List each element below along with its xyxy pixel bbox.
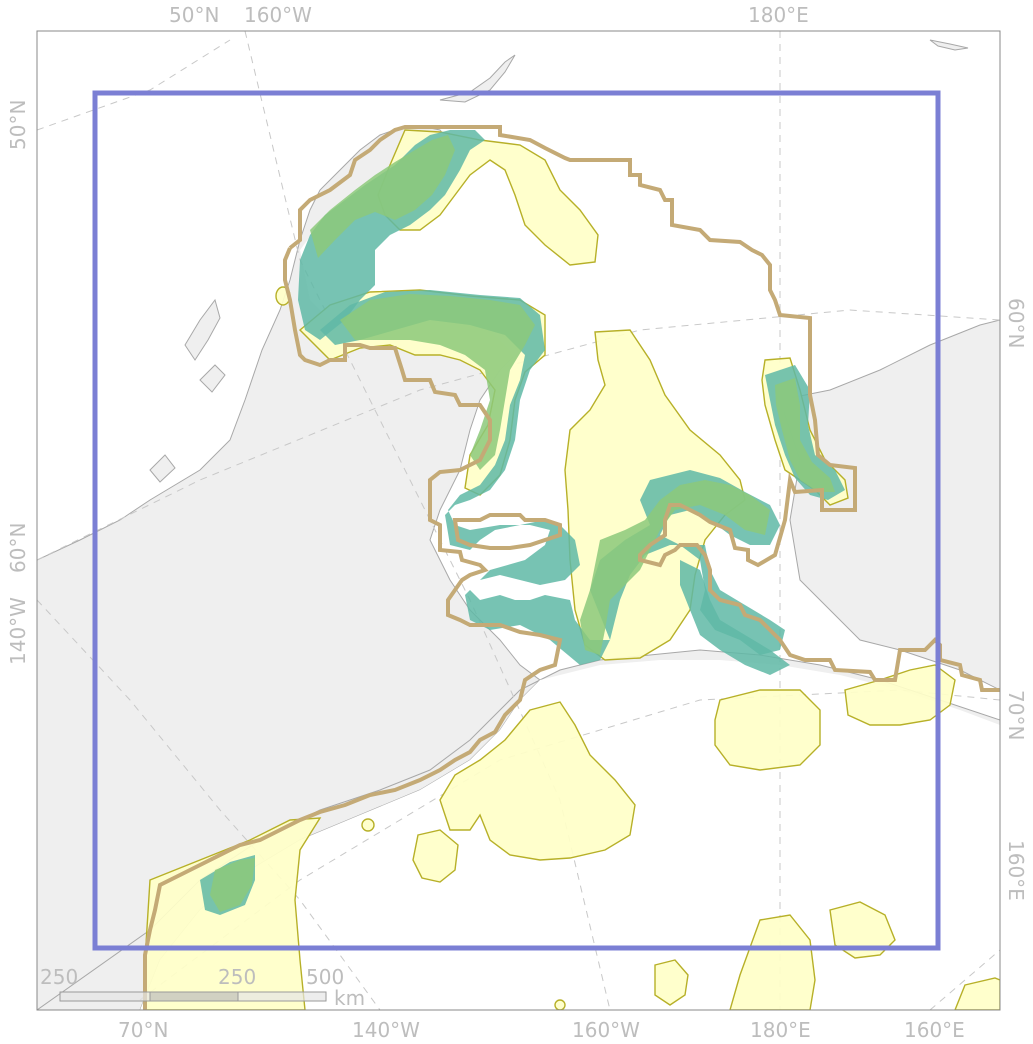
- scale-bar: 250 250 500 km: [40, 965, 365, 1010]
- archipelago-west: [149, 298, 226, 483]
- left-labels: 50°N 60°N 140°W: [6, 100, 30, 665]
- panel-border: [36, 30, 1001, 1011]
- right-label: 60°N: [1004, 298, 1028, 348]
- green-cells: [210, 135, 835, 912]
- cells-south-band: [680, 560, 790, 675]
- bottom-label: 70°N: [118, 1018, 168, 1042]
- bottom-label: 140°W: [352, 1018, 420, 1042]
- extent-frame: [92, 90, 941, 951]
- outline-main: [288, 125, 1000, 692]
- left-label: 60°N: [6, 523, 30, 573]
- top-label: 50°N: [169, 3, 219, 27]
- bottom-labels: 70°N 140°W 160°W 180°E 160°E: [118, 1018, 965, 1042]
- top-label: 160°W: [244, 3, 312, 27]
- zone-south-island-2: [844, 664, 956, 726]
- bottom-label: 180°E: [750, 1018, 811, 1042]
- zone-southeast-3: [654, 959, 689, 1006]
- bottom-label: 160°E: [904, 1018, 965, 1042]
- green-east: [775, 378, 835, 492]
- tan-outline: [143, 125, 1000, 1010]
- right-label: 70°N: [1004, 690, 1028, 740]
- right-labels: 60°N 70°N 160°E: [1004, 298, 1028, 901]
- zone-south-island-1: [714, 689, 821, 771]
- scale-unit: km: [334, 986, 365, 1010]
- green-center: [580, 480, 770, 655]
- outline-inner-loop: [452, 513, 562, 550]
- zone-small-3: [554, 999, 566, 1010]
- green-west-coast: [310, 135, 455, 258]
- zone-south-peninsula: [439, 701, 636, 861]
- zone-far-southeast: [954, 977, 1000, 1010]
- scale-tick-2: 250: [218, 965, 256, 989]
- top-labels: 50°N 160°W 180°E: [169, 3, 809, 27]
- top-label: 180°E: [748, 3, 809, 27]
- green-mid-band: [340, 294, 535, 470]
- bottom-label: 160°W: [572, 1018, 640, 1042]
- zone-south-small: [412, 829, 459, 883]
- island-northeast: [929, 39, 969, 51]
- left-label: 50°N: [6, 100, 30, 150]
- left-label: 140°W: [6, 597, 30, 665]
- green-southwest: [210, 858, 255, 912]
- zone-southeast-2: [729, 914, 816, 1010]
- zone-small-2: [361, 818, 375, 832]
- outline-west-block: [143, 247, 563, 1010]
- right-label: 160°E: [1004, 840, 1028, 901]
- scale-tick-3: 500: [306, 965, 344, 989]
- scale-tick-1: 250: [40, 965, 78, 989]
